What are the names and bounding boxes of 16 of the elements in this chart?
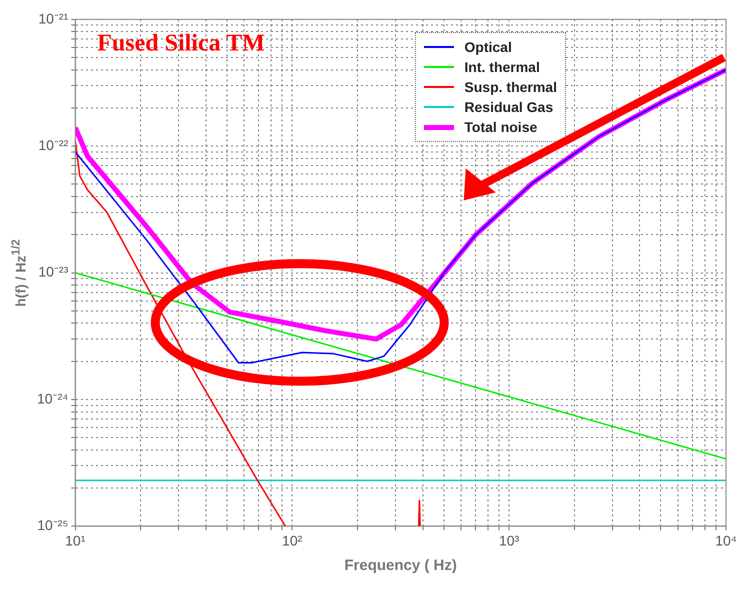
legend-label: Total noise [464,119,538,136]
y-tick-label: 10⁻²³ [38,264,69,280]
x-tick-label: 10² [282,532,303,548]
x-tick-label: 10¹ [65,532,86,548]
legend-label: Residual Gas [464,99,554,116]
legend-label: Susp. thermal [464,79,557,96]
legend-label: Int. thermal [464,59,540,76]
x-axis-title: Frequency ( Hz) [344,557,457,574]
x-tick-label: 10⁴ [715,532,737,548]
x-tick-label: 10³ [498,532,520,548]
y-tick-label: 10⁻²⁴ [37,390,68,406]
text: Fused Silica TM [97,30,265,57]
y-tick-label: 10⁻²⁵ [37,517,68,534]
y-tick-label: 10⁻²² [38,136,69,153]
y-tick-label: 10⁻²¹ [38,10,69,26]
legend-label: Optical [464,39,512,56]
